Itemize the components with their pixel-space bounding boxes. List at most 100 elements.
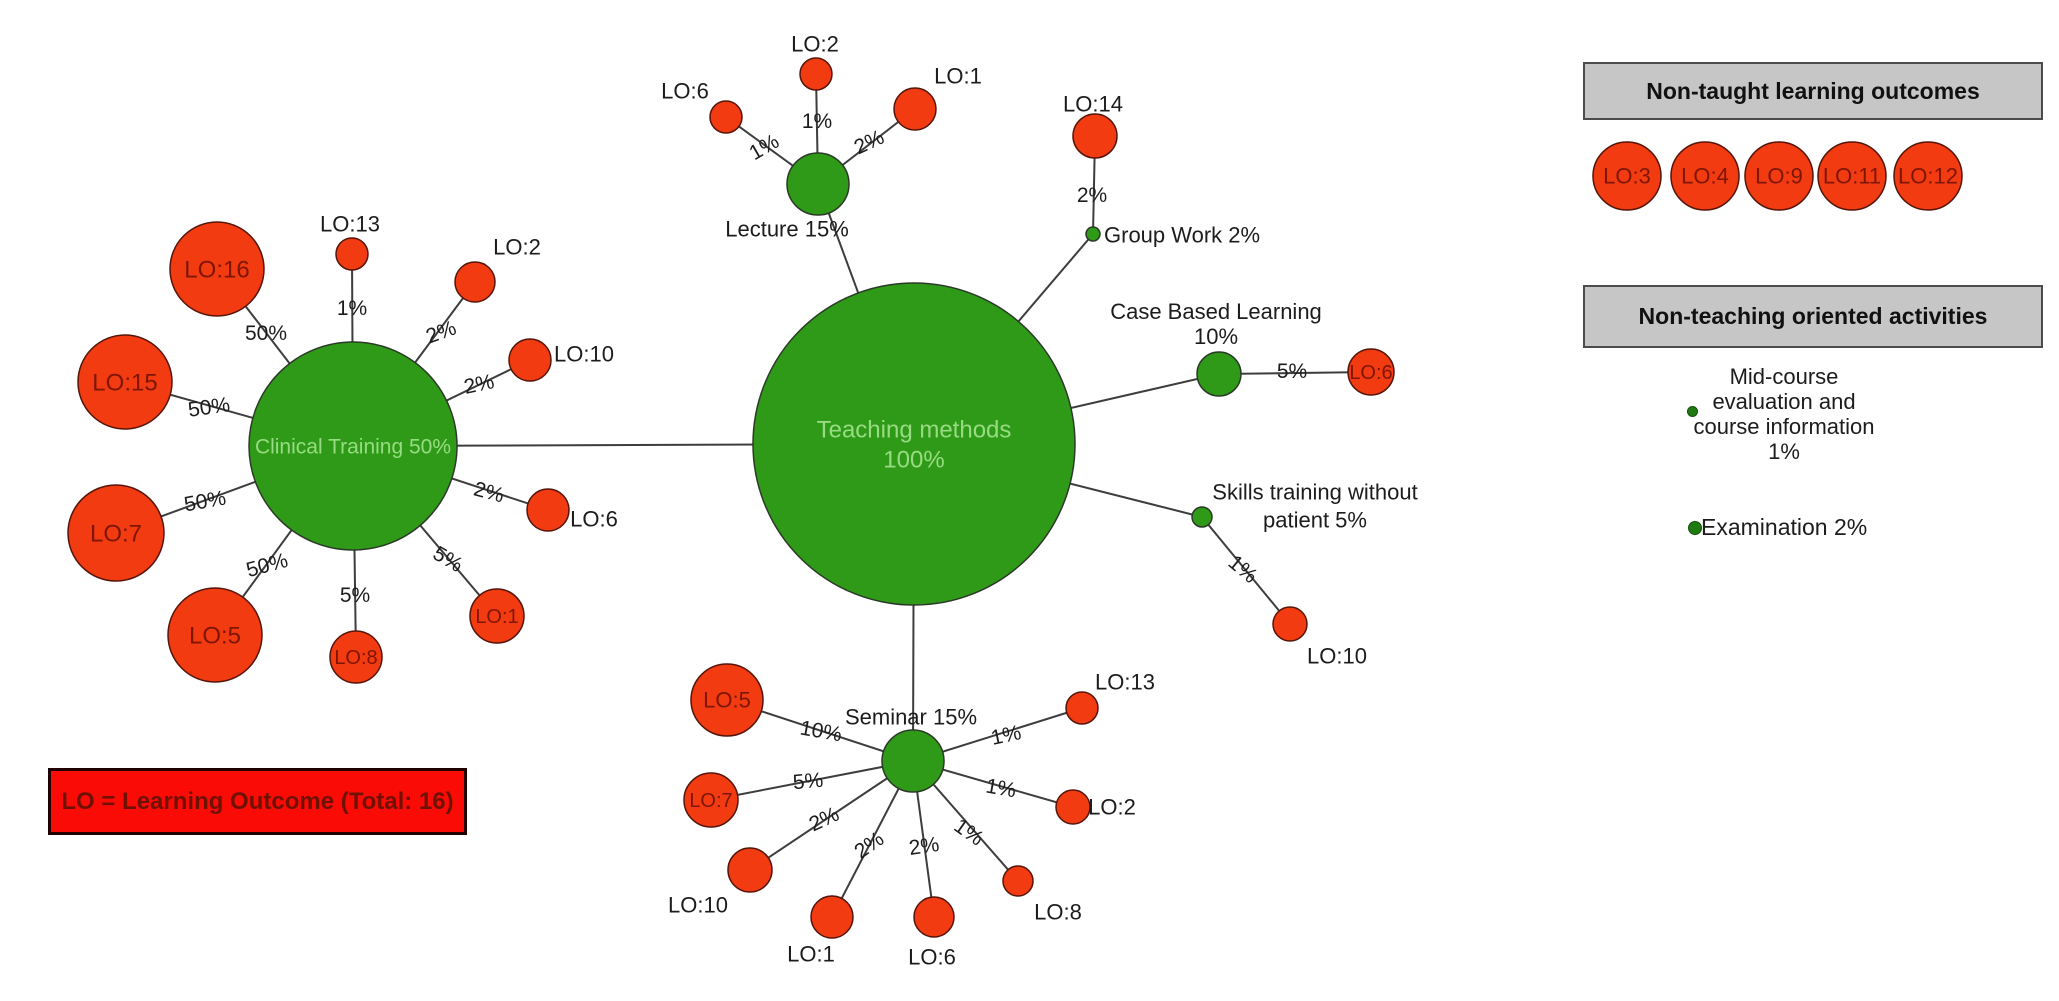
node-label-c15: LO:15 bbox=[92, 369, 157, 396]
edge-label-clinical-c13: 1% bbox=[337, 297, 367, 320]
node-label-cbl: 10% bbox=[1194, 324, 1238, 349]
edge-seminar-m7 bbox=[710, 760, 914, 801]
edge-label-clinical-c5: 50% bbox=[244, 549, 291, 582]
outcome-node-n12 bbox=[1893, 141, 1963, 211]
edge-label-seminar-m5: 10% bbox=[798, 717, 843, 747]
lo-abbreviation-note-text: LO = Learning Outcome (Total: 16) bbox=[61, 787, 454, 815]
edge-label-lecture-l2: 1% bbox=[802, 110, 832, 133]
method-node-lecture bbox=[786, 152, 850, 216]
node-label-b6: LO:6 bbox=[1349, 362, 1392, 384]
node-label-c8: LO:8 bbox=[334, 647, 377, 669]
method-node-teaching bbox=[752, 282, 1076, 606]
method-node-seminar bbox=[881, 729, 945, 793]
node-label-seminar: Seminar 15% bbox=[845, 705, 977, 730]
outcome-node-c7 bbox=[67, 484, 165, 582]
node-label-n4: LO:4 bbox=[1681, 164, 1729, 189]
edge-label-clinical-c2: 2% bbox=[423, 316, 459, 348]
edge-label-clinical-c15: 50% bbox=[187, 393, 232, 422]
edge-label-seminar-m6: 2% bbox=[907, 833, 940, 860]
node-label-cbl: Case Based Learning bbox=[1110, 299, 1322, 324]
edge-label-seminar-m7: 5% bbox=[792, 769, 824, 795]
node-label-s10: LO:10 bbox=[1307, 644, 1367, 669]
node-label-c6: LO:6 bbox=[570, 507, 618, 532]
node-label-n11: LO:11 bbox=[1823, 164, 1881, 189]
outcome-node-c2 bbox=[454, 261, 496, 303]
node-label-teaching: Teaching methods bbox=[817, 416, 1012, 443]
node-label-c10: LO:10 bbox=[554, 342, 614, 367]
outcome-node-n4 bbox=[1670, 141, 1740, 211]
outcome-node-m2 bbox=[1055, 789, 1091, 825]
edge-label-seminar-m8: 1% bbox=[950, 814, 988, 850]
node-label-m2: LO:2 bbox=[1088, 795, 1136, 820]
node-label-l1: LO:1 bbox=[934, 64, 982, 89]
outcome-node-c8 bbox=[329, 630, 383, 684]
edge-label-clinical-c8: 5% bbox=[340, 584, 370, 607]
outcome-node-c1 bbox=[469, 588, 525, 644]
node-label-c13: LO:13 bbox=[320, 212, 380, 237]
edge-skills-s10 bbox=[1201, 516, 1291, 625]
edge-label-clinical-c16: 50% bbox=[245, 322, 287, 345]
node-label-m7: LO:7 bbox=[689, 790, 732, 812]
outcome-node-l2 bbox=[799, 57, 833, 91]
outcome-node-m8 bbox=[1002, 865, 1034, 897]
outcome-node-n9 bbox=[1744, 141, 1814, 211]
node-label-c16: LO:16 bbox=[184, 256, 249, 283]
non-teaching-activities-title: Non-teaching oriented activities bbox=[1638, 303, 1988, 329]
edge-label-cbl-b6: 5% bbox=[1277, 360, 1307, 383]
outcome-node-b6 bbox=[1347, 348, 1395, 396]
outcome-node-l6 bbox=[709, 100, 743, 134]
outcome-node-m6 bbox=[913, 896, 955, 938]
outcome-node-l1 bbox=[893, 87, 937, 131]
outcome-node-m5 bbox=[690, 663, 764, 737]
outcome-node-s10 bbox=[1272, 606, 1308, 642]
edge-seminar-m10 bbox=[749, 760, 914, 871]
outcome-node-m1 bbox=[810, 895, 854, 939]
node-label-c7: LO:7 bbox=[90, 520, 142, 547]
edge-label-clinical-c7: 50% bbox=[182, 487, 227, 517]
edge-label-groupwork-g14: 2% bbox=[1077, 184, 1107, 207]
node-label-teaching: 100% bbox=[883, 446, 944, 473]
node-label-n12: LO:12 bbox=[1898, 164, 1958, 189]
method-node-groupwork bbox=[1085, 226, 1101, 242]
edge-cbl-b6 bbox=[1218, 371, 1372, 375]
node-label-skills: patient 5% bbox=[1263, 508, 1367, 533]
outcome-node-n3 bbox=[1592, 141, 1662, 211]
outcome-node-c16 bbox=[169, 221, 265, 317]
outcome-node-n11 bbox=[1817, 141, 1887, 211]
node-label-c5: LO:5 bbox=[189, 622, 241, 649]
outcome-node-c15 bbox=[77, 334, 173, 430]
node-label-c2: LO:2 bbox=[493, 235, 541, 260]
node-label-l2: LO:2 bbox=[791, 32, 839, 57]
mid-course-evaluation-label: Mid-course evaluation and course informa… bbox=[1693, 364, 1875, 464]
edge-label-seminar-m2: 1% bbox=[984, 775, 1018, 803]
node-label-n9: LO:9 bbox=[1755, 164, 1803, 189]
outcome-node-c6 bbox=[526, 488, 570, 532]
edge-label-clinical-c1: 5% bbox=[429, 542, 467, 577]
node-label-m8: LO:8 bbox=[1034, 900, 1082, 925]
examination-label: Examination 2% bbox=[1701, 514, 1868, 540]
edge-label-clinical-c6: 2% bbox=[471, 477, 506, 507]
non-teaching-activities-header: Non-teaching oriented activities bbox=[1583, 285, 2043, 348]
examination-dot-icon bbox=[1688, 521, 1702, 535]
edge-label-clinical-c10: 2% bbox=[462, 370, 496, 399]
method-node-cbl bbox=[1196, 351, 1242, 397]
outcome-node-m10 bbox=[727, 847, 773, 893]
node-label-m1: LO:1 bbox=[787, 942, 835, 967]
node-label-clinical: Clinical Training 50% bbox=[255, 435, 451, 458]
lo-abbreviation-note-box: LO = Learning Outcome (Total: 16) bbox=[48, 768, 467, 835]
node-label-m5: LO:5 bbox=[703, 688, 751, 713]
node-label-m13: LO:13 bbox=[1095, 670, 1155, 695]
method-node-clinical bbox=[248, 341, 458, 551]
node-label-skills: Skills training without bbox=[1212, 480, 1417, 505]
node-label-l6: LO:6 bbox=[661, 79, 709, 104]
outcome-node-c10 bbox=[508, 338, 552, 382]
outcome-node-c5 bbox=[167, 587, 263, 683]
node-label-m6: LO:6 bbox=[908, 945, 956, 970]
node-label-lecture: Lecture 15% bbox=[725, 217, 849, 242]
node-label-groupwork: Group Work 2% bbox=[1104, 223, 1260, 248]
mid-course-dot-icon bbox=[1687, 406, 1698, 417]
outcome-node-m7 bbox=[683, 772, 739, 828]
edge-label-seminar-m10: 2% bbox=[806, 803, 843, 837]
